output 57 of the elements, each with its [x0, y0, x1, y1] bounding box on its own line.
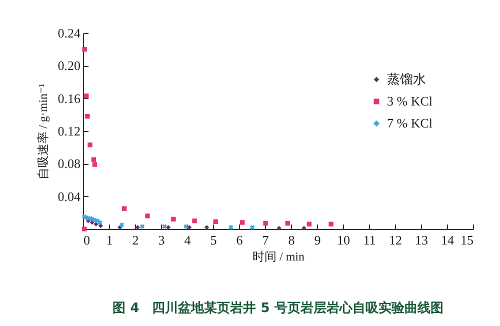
point — [88, 142, 92, 148]
point — [98, 220, 102, 225]
point — [302, 226, 306, 231]
y-tick-label: 0.20 — [58, 58, 80, 74]
y-tick-label: 0.04 — [58, 188, 81, 204]
point — [192, 218, 197, 224]
point — [91, 157, 96, 162]
point — [140, 224, 145, 229]
y-tick-label: 0.16 — [58, 90, 81, 106]
x-tick-label: 5 — [210, 232, 217, 248]
x-tick-label: 8 — [288, 232, 295, 248]
point — [171, 216, 176, 222]
y-axis-title: 自吸速率 / g·min⁻¹ — [36, 83, 50, 180]
point — [84, 94, 89, 98]
x-tick-label: 7 — [262, 232, 270, 248]
text: 图 4 四川盆地某页岩井 5 号页岩层岩心自吸实验曲线图 — [112, 300, 444, 316]
point — [184, 224, 188, 229]
y-tick-label: 0.12 — [58, 124, 80, 138]
point — [145, 214, 150, 218]
x-tick-label: 10 — [337, 232, 350, 248]
point — [285, 220, 290, 226]
point — [85, 114, 90, 119]
x-axis-title: 时间 / min — [252, 250, 305, 264]
x-tick-label: 0 — [84, 232, 90, 248]
point — [135, 225, 140, 230]
y-tick-label: 0.24 — [58, 26, 81, 40]
point — [263, 220, 268, 226]
point — [240, 220, 245, 225]
point — [82, 46, 87, 52]
point — [119, 222, 124, 228]
x-tick-label: 2 — [132, 232, 139, 248]
point — [306, 222, 312, 226]
point — [204, 225, 210, 230]
point — [122, 206, 127, 211]
point — [82, 226, 87, 232]
point — [166, 225, 171, 230]
x-tick-label: 11 — [363, 232, 376, 248]
x-tick-label: 14 — [441, 232, 454, 248]
x-tick-label: 12 — [389, 232, 402, 248]
x-tick-label: 6 — [236, 232, 244, 248]
point — [250, 225, 255, 230]
point — [276, 226, 282, 231]
point — [92, 162, 98, 167]
legend-label: 7 % KCl — [387, 116, 433, 130]
point — [328, 222, 334, 226]
x-tick-label: 3 — [158, 232, 165, 248]
x-tick-label: 15 — [460, 232, 474, 248]
x-tick-label: 1 — [106, 232, 113, 248]
x-tick-label: 13 — [415, 232, 428, 248]
legend-label: 3 % KCl — [387, 94, 433, 108]
point — [213, 219, 218, 224]
x-tick-label: 4 — [184, 232, 192, 248]
point — [162, 224, 167, 229]
y-tick-label: 0.08 — [58, 156, 80, 172]
legend-label: 蒸馏水 — [387, 72, 426, 86]
x-tick-label: 9 — [314, 232, 321, 248]
point — [228, 225, 234, 230]
